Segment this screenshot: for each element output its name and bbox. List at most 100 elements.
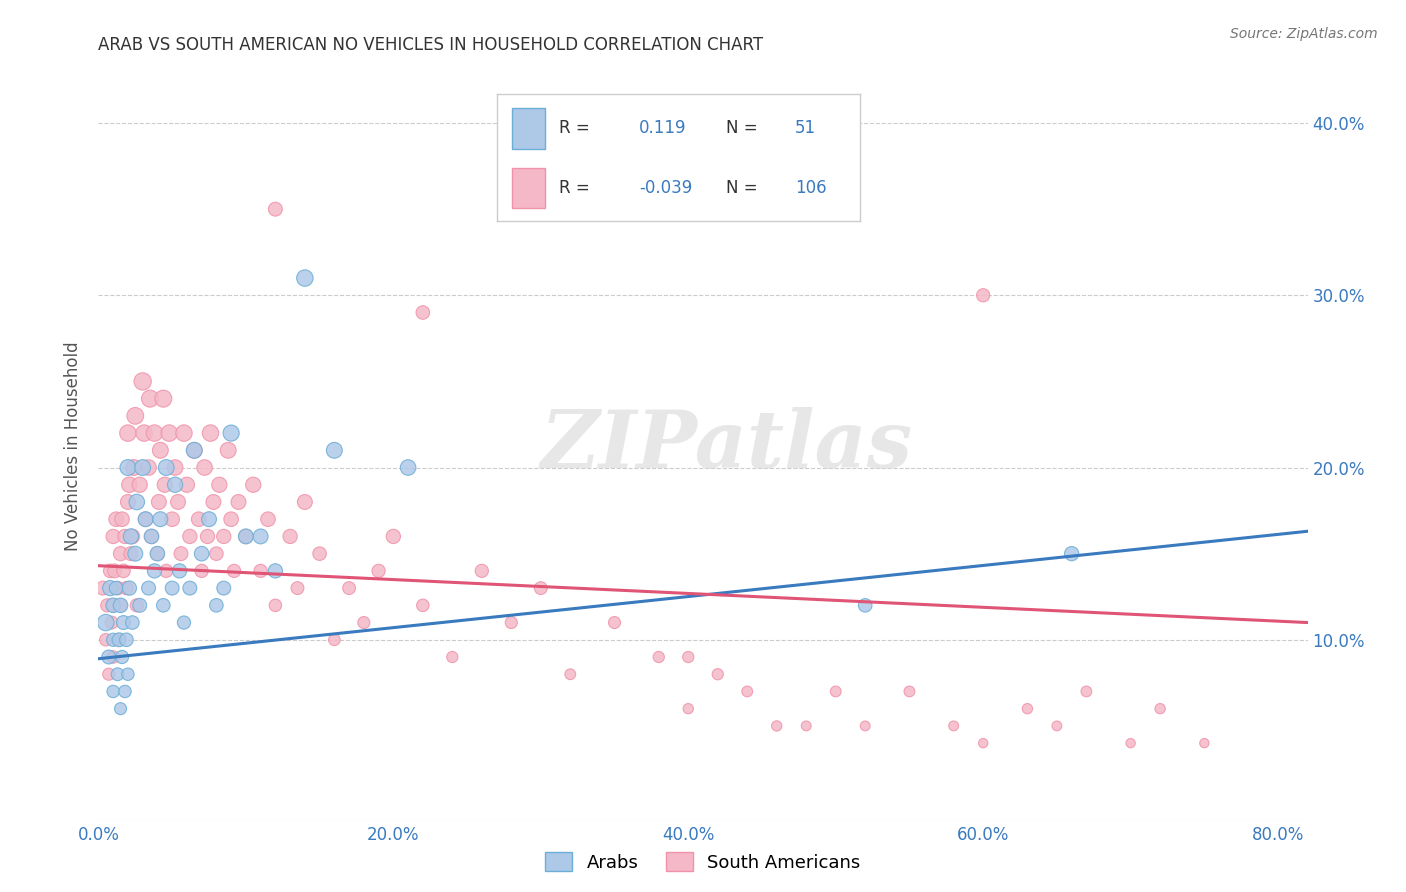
Point (101, 529, 124, 543)
Point (135, 512, 157, 526)
Point (134, 426, 156, 441)
Point (1119, 736, 1142, 750)
Point (167, 495, 190, 509)
Text: Source: ZipAtlas.com: Source: ZipAtlas.com (1230, 27, 1378, 41)
Point (264, 564, 287, 578)
Point (1060, 547, 1083, 561)
Point (160, 581, 183, 595)
Point (108, 632, 131, 647)
Point (972, 736, 994, 750)
Point (765, 719, 787, 733)
Point (107, 667, 129, 681)
Point (155, 460, 177, 475)
Point (197, 529, 219, 543)
Point (114, 684, 136, 698)
Point (202, 495, 225, 509)
Point (165, 460, 187, 475)
Point (208, 477, 231, 491)
Text: ZIPatlas: ZIPatlas (541, 408, 914, 484)
Point (105, 512, 128, 526)
Point (124, 409, 146, 423)
Point (121, 615, 143, 630)
Point (169, 564, 191, 578)
Point (353, 615, 375, 630)
Point (898, 684, 921, 698)
Point (149, 512, 172, 526)
Point (117, 495, 139, 509)
Point (294, 271, 316, 285)
Point (138, 581, 160, 595)
Point (173, 426, 195, 441)
Point (853, 599, 876, 613)
Point (942, 719, 965, 733)
Point (824, 684, 846, 698)
Point (146, 547, 169, 561)
Point (138, 460, 160, 475)
Point (235, 529, 257, 543)
Point (1194, 736, 1216, 750)
Point (146, 547, 169, 561)
Legend: Arabs, South Americans: Arabs, South Americans (538, 846, 868, 879)
Point (114, 529, 136, 543)
Point (128, 477, 150, 491)
Point (194, 460, 217, 475)
Point (165, 477, 187, 491)
Point (110, 599, 132, 613)
Point (122, 460, 145, 475)
Point (111, 512, 134, 526)
Point (187, 512, 209, 526)
Point (501, 615, 523, 630)
Point (678, 650, 700, 665)
Point (120, 529, 142, 543)
Point (678, 701, 700, 715)
Point (153, 477, 176, 491)
Point (104, 564, 127, 578)
Point (143, 426, 166, 441)
Point (94, 632, 117, 647)
Point (412, 305, 434, 319)
Point (219, 512, 242, 526)
Point (157, 426, 180, 441)
Point (794, 719, 817, 733)
Point (128, 599, 150, 613)
Point (294, 495, 316, 509)
Point (100, 615, 122, 630)
Point (125, 599, 148, 613)
Point (110, 701, 132, 715)
Point (323, 443, 346, 458)
Point (117, 426, 139, 441)
Point (160, 512, 183, 526)
Point (105, 581, 128, 595)
Point (1149, 701, 1171, 715)
Point (228, 495, 250, 509)
Point (94, 615, 117, 630)
Point (257, 512, 280, 526)
Point (530, 581, 553, 595)
Point (118, 581, 141, 595)
Point (367, 564, 389, 578)
Point (382, 529, 405, 543)
Point (141, 529, 163, 543)
Point (441, 650, 464, 665)
Point (179, 581, 201, 595)
Point (143, 564, 166, 578)
Point (323, 632, 346, 647)
Point (242, 477, 264, 491)
Point (560, 667, 582, 681)
Point (1046, 719, 1069, 733)
Point (101, 632, 124, 647)
Point (112, 564, 135, 578)
Point (648, 650, 671, 665)
Point (121, 529, 143, 543)
Point (107, 581, 129, 595)
Point (152, 599, 174, 613)
Point (101, 599, 124, 613)
Point (124, 547, 146, 561)
Point (198, 512, 221, 526)
Point (183, 443, 205, 458)
Text: ARAB VS SOUTH AMERICAN NO VEHICLES IN HOUSEHOLD CORRELATION CHART: ARAB VS SOUTH AMERICAN NO VEHICLES IN HO… (98, 36, 763, 54)
Point (111, 650, 134, 665)
Point (337, 581, 360, 595)
Point (97, 650, 120, 665)
Point (471, 564, 494, 578)
